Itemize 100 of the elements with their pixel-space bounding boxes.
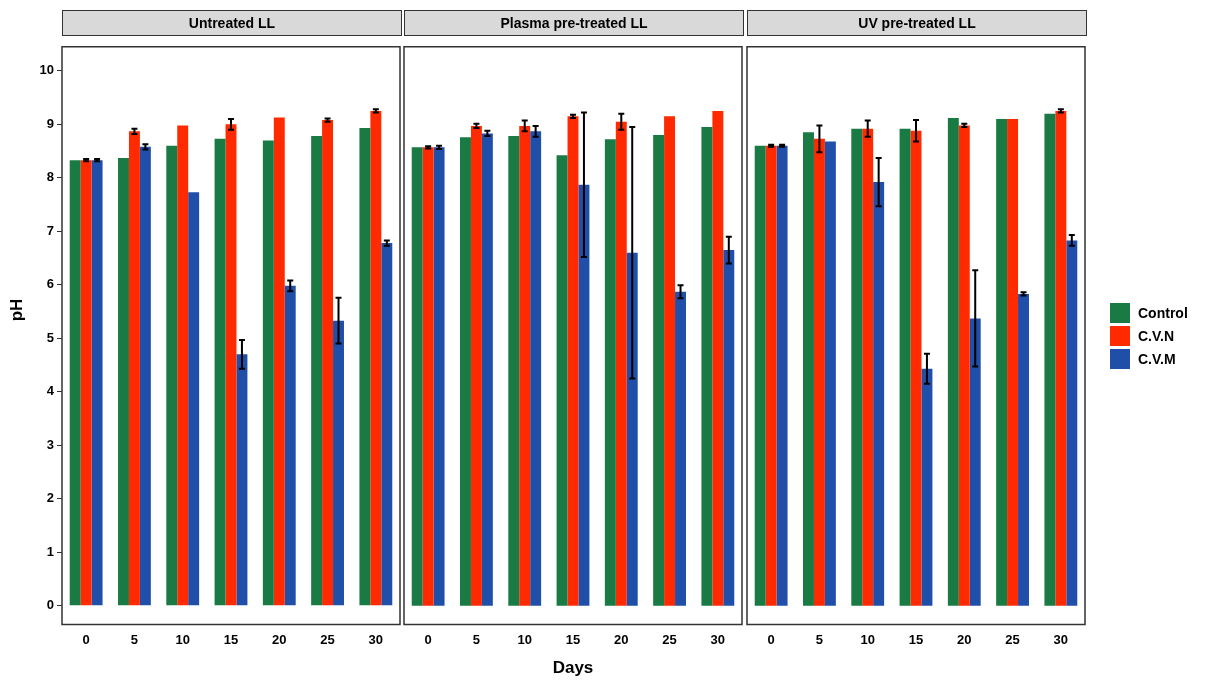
bar [91,160,103,606]
y-tick-label: 3 [46,436,54,452]
bar [958,125,970,606]
bar [615,121,627,606]
bar [921,368,933,606]
bar [433,147,445,606]
bar [556,155,568,606]
bar [765,145,777,606]
bar [675,291,686,606]
bar [1018,293,1029,606]
x-tick-label: 0 [424,631,432,647]
bar [519,125,531,606]
x-tick-label: 30 [368,631,384,647]
y-tick-label: 8 [46,169,54,185]
bar [701,127,713,606]
bar [139,146,151,606]
bar [166,145,178,606]
bar [862,128,874,606]
x-tick-label: 15 [223,631,239,647]
x-tick-label: 5 [472,631,481,647]
x-tick-label: 10 [517,631,532,647]
bar [284,285,296,606]
bar [322,120,334,606]
y-tick-label: 0 [46,597,54,613]
bar [947,117,959,606]
x-tick-label: 25 [1005,631,1020,647]
bar [851,128,863,606]
y-tick-label: 4 [46,383,55,399]
x-tick-label: 30 [1053,631,1069,647]
bar [370,110,382,606]
y-tick-label: 7 [46,222,54,238]
x-tick-label: 25 [662,631,677,647]
bar [422,147,434,606]
y-tick-label: 1 [46,543,54,559]
bar [578,184,590,606]
chart-title: Plasma pre-treated LL [404,10,744,36]
legend-label: Control [1138,305,1188,321]
x-axis-title: Days [551,658,595,678]
bar [754,145,766,606]
bar [236,354,248,606]
bar [359,128,371,606]
bar [664,116,676,606]
x-tick-label: 20 [614,631,629,647]
bar [118,158,129,606]
bar [969,318,981,606]
bar [723,250,735,606]
bar [1007,119,1019,606]
bar [653,135,665,606]
bar [411,147,423,606]
bar [873,182,885,606]
bar [899,128,911,606]
y-tick-label: 9 [46,115,54,131]
bar [214,138,226,606]
bar [69,160,81,606]
x-tick-label: 10 [175,631,190,647]
bar [567,116,579,606]
bar [470,125,482,606]
bar [803,132,814,606]
bar [712,110,724,606]
bar [262,140,274,606]
x-tick-label: 0 [82,631,90,647]
bar [1055,110,1067,606]
bar [80,160,92,606]
bar [813,138,825,606]
bar [626,252,638,606]
bar [481,133,493,606]
bar [225,124,237,606]
legend-label: C.V.M [1138,351,1176,367]
bar [1044,113,1056,606]
x-tick-label: 15 [908,631,924,647]
x-tick-label: 30 [710,631,726,647]
bar [824,141,836,606]
y-tick-label: 2 [46,490,54,506]
bar [128,131,140,606]
bar [177,125,189,606]
legend-label: C.V.N [1138,328,1175,344]
bar [333,320,344,606]
bar [273,117,285,606]
x-tick-label: 5 [815,631,824,647]
chart-title: Untreated LL [62,10,402,36]
x-tick-label: 15 [565,631,581,647]
bar [910,130,922,606]
x-tick-label: 5 [130,631,139,647]
x-tick-label: 20 [957,631,972,647]
x-tick-label: 0 [767,631,775,647]
bar [381,243,393,606]
y-tick-label: 10 [39,62,54,78]
bar [311,136,323,606]
y-tick-label: 5 [46,329,54,345]
x-tick-label: 20 [272,631,287,647]
y-tick-label: 6 [46,276,54,292]
bar [996,119,1008,606]
bar [1066,240,1078,606]
bar [508,136,520,606]
bar [604,139,616,606]
x-tick-label: 25 [320,631,335,647]
bar [460,137,471,606]
y-axis-title: pH [7,298,28,322]
chart-title: UV pre-treated LL [747,10,1087,36]
x-tick-label: 10 [860,631,875,647]
